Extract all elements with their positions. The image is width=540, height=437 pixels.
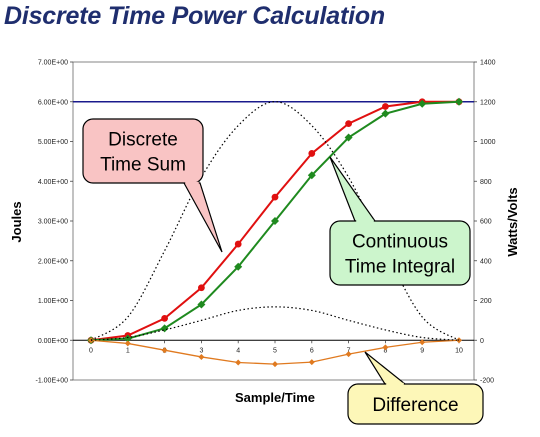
data-point bbox=[308, 150, 316, 157]
data-point bbox=[271, 217, 279, 225]
data-point bbox=[161, 347, 168, 354]
y-tick-label: 4.00E+00 bbox=[38, 179, 68, 186]
data-point bbox=[198, 353, 205, 360]
callout: Difference bbox=[347, 351, 484, 425]
x-tick-label: 10 bbox=[455, 347, 463, 354]
y2-tick-label: 0 bbox=[480, 338, 484, 345]
x-tick-label: 7 bbox=[347, 347, 351, 354]
callout-text: Time Integral bbox=[345, 257, 455, 278]
x-tick-label: 5 bbox=[273, 347, 277, 354]
y2-tick-label: 1200 bbox=[480, 99, 496, 106]
y2-tick-label: 600 bbox=[480, 219, 492, 226]
data-point bbox=[234, 262, 243, 271]
callout: Continuous Time Integral bbox=[329, 156, 471, 286]
y2-tick-label: 400 bbox=[480, 258, 492, 265]
y-tick-label: 7.00E+00 bbox=[38, 60, 68, 67]
data-point bbox=[382, 344, 389, 351]
data-point bbox=[234, 240, 242, 248]
data-point bbox=[345, 351, 352, 358]
data-point bbox=[345, 120, 352, 128]
callout: Discrete Time Sum bbox=[82, 118, 223, 253]
y2-tick-label: -200 bbox=[480, 378, 494, 385]
y-tick-label: 2.00E+00 bbox=[38, 258, 68, 265]
x-tick-label: 3 bbox=[199, 347, 203, 354]
data-point bbox=[381, 109, 390, 118]
x-tick-label: 9 bbox=[420, 347, 424, 354]
callout-text: Difference bbox=[372, 395, 458, 416]
x-axis-label: Sample/Time bbox=[235, 390, 315, 405]
data-point bbox=[271, 193, 279, 201]
x-tick-label: 1 bbox=[126, 347, 130, 354]
axes: 7.00E+00 6.00E+00 5.00E+00 4.00E+00 3.00E+00… bbox=[36, 60, 496, 385]
data-point bbox=[123, 334, 132, 343]
y-tick-label: 3.00E+00 bbox=[38, 219, 68, 226]
x-tick-label: 4 bbox=[236, 347, 240, 354]
y-tick-label: 5.00E+00 bbox=[38, 139, 68, 146]
x-tick-label: 0 bbox=[89, 347, 93, 354]
data-point bbox=[272, 361, 278, 368]
data-point bbox=[197, 300, 206, 309]
callout-text: Discrete bbox=[108, 130, 178, 151]
callout-box bbox=[347, 383, 484, 425]
data-point bbox=[344, 133, 353, 142]
x-tick-label: 8 bbox=[383, 347, 387, 354]
data-point bbox=[418, 99, 427, 108]
series-layer bbox=[73, 97, 474, 368]
y2-tick-label: 1400 bbox=[480, 60, 496, 67]
y-tick-label: 6.00E+00 bbox=[38, 99, 68, 106]
data-point bbox=[235, 359, 242, 366]
data-point bbox=[124, 340, 131, 347]
y2-tick-label: 800 bbox=[480, 179, 492, 186]
data-point bbox=[308, 359, 315, 366]
callout-text: Continuous bbox=[352, 232, 448, 253]
y2-axis-label: Watts/Volts bbox=[505, 187, 520, 256]
data-point bbox=[198, 284, 205, 292]
y-tick-label: -1.00E+00 bbox=[36, 378, 69, 385]
callout-box bbox=[82, 118, 204, 184]
y2-tick-label: 200 bbox=[480, 298, 492, 305]
y-axis-label: Joules bbox=[9, 201, 24, 242]
callout-box bbox=[329, 220, 471, 286]
data-point bbox=[161, 314, 169, 322]
chart-title: Discrete Time Power Calculation bbox=[4, 2, 385, 30]
y-tick-label: 1.00E+00 bbox=[38, 298, 68, 305]
callouts: Discrete Time Sum Continuous Time Integral D… bbox=[82, 118, 484, 425]
x-tick-label: 6 bbox=[310, 347, 314, 354]
data-point bbox=[307, 171, 316, 180]
y2-tick-label: 1000 bbox=[480, 139, 496, 146]
callout-text: Time Sum bbox=[100, 155, 186, 176]
data-point bbox=[382, 103, 389, 110]
data-point bbox=[455, 97, 463, 106]
data-point bbox=[419, 339, 426, 346]
y-tick-label: 0.00E+00 bbox=[38, 338, 68, 345]
